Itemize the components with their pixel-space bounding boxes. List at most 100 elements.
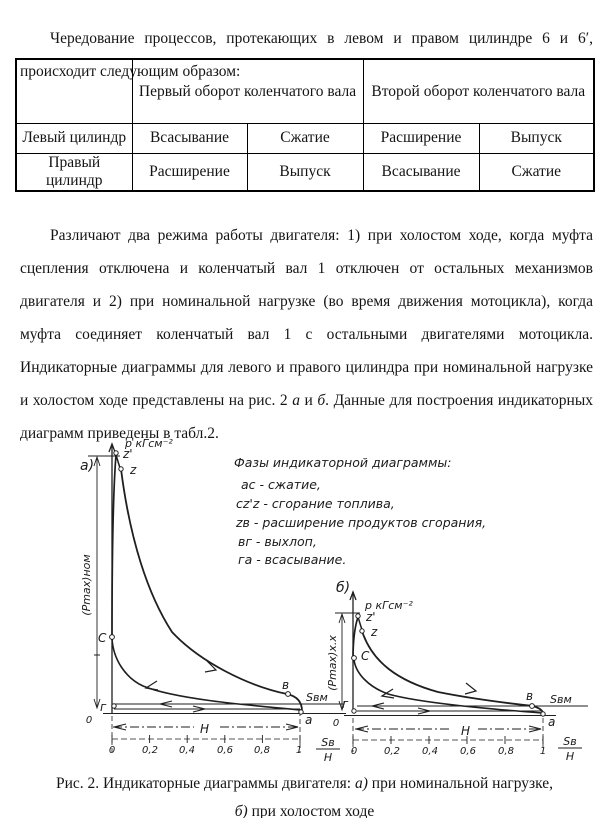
p2-ref-a: а — [292, 391, 300, 409]
cell: Сжатие — [478, 152, 595, 191]
x-tick: 0,8 — [254, 745, 270, 756]
table-group-first-rev: Первый оборот коленчатого вала — [131, 58, 364, 124]
table-group-second-rev: Второй оборот коленчатого вала — [362, 58, 595, 124]
combustion-line — [352, 616, 359, 660]
x-tick: 1 — [296, 745, 302, 756]
point-g-label: г — [100, 700, 107, 714]
h-dimension-arrows — [113, 723, 299, 731]
exhaust-arrow — [371, 702, 385, 710]
p2-text: Различают два режима работы двигателя: 1… — [20, 226, 593, 409]
x-tick: 0 — [351, 746, 357, 757]
cell: Всасывание — [362, 152, 480, 191]
point-a-label: а — [548, 715, 555, 729]
h-label: H — [200, 722, 209, 736]
point-g — [111, 703, 117, 709]
caption-line-2: б) при холостом ходе — [0, 798, 609, 818]
x-tick: 0,6 — [460, 746, 476, 757]
origin-label: 0 — [86, 715, 92, 726]
caption-ref-a: а) — [354, 775, 368, 792]
caption-line-1: Рис. 2. Индикаторные диаграммы двигателя… — [0, 770, 609, 798]
fraction-numerator: Sв — [563, 735, 576, 748]
cycle-table: Первый оборот коленчатого вала Второй об… — [15, 58, 596, 192]
x-tick: 0,6 — [217, 745, 233, 756]
paragraph-modes: Различают два режима работы двигателя: 1… — [20, 219, 593, 450]
point-g-label: г — [342, 697, 349, 711]
compression-curve — [353, 659, 543, 714]
point-z-label: z — [370, 625, 378, 639]
row-label: Правый цилиндр — [15, 152, 133, 191]
figure-caption: Рис. 2. Индикаторные диаграммы двигателя… — [0, 770, 609, 818]
cell: Всасывание — [131, 122, 248, 154]
x-tick: 0,2 — [142, 745, 158, 756]
p2-ref-b: б — [317, 391, 326, 409]
intake-arrow — [417, 707, 431, 715]
compression-arrow — [144, 680, 159, 691]
y-axis-arrow — [349, 590, 357, 601]
pressure-axis-label: p кГсм⁻² — [364, 599, 413, 612]
panel-b: б) p кГсм⁻² z' z — [326, 580, 588, 763]
point-c-label: C — [361, 649, 370, 663]
point-z-prime-label: z' — [365, 610, 376, 624]
caption-text: при холостом ходе — [247, 803, 375, 818]
point-z-prime — [113, 450, 119, 456]
table-header-row: Первый оборот коленчатого вала Второй об… — [15, 58, 595, 124]
scale-ticks — [352, 736, 544, 744]
expansion-curve — [361, 630, 544, 715]
cell: Выпуск — [478, 122, 595, 154]
cell: Выпуск — [246, 152, 364, 191]
x-tick: 1 — [540, 746, 546, 757]
cell: Расширение — [131, 152, 248, 191]
point-c — [109, 634, 115, 640]
fraction-denominator: H — [324, 751, 332, 764]
point-z-label: z — [129, 463, 137, 477]
legend-item: zв - расширение продуктов сгорания, — [235, 515, 486, 530]
s-vm-label: Sвм — [550, 693, 572, 706]
expansion-curve — [120, 468, 303, 712]
point-v-label: в — [282, 678, 289, 692]
p2-text: и — [299, 391, 318, 409]
extension-lines — [111, 711, 301, 752]
scale-ticks — [111, 735, 301, 743]
s-vm-label: Sвм — [306, 691, 328, 704]
point-a — [540, 711, 546, 717]
point-a-label: а — [305, 713, 312, 727]
legend-item: сz'z - сгорание топлива, — [236, 496, 395, 511]
z-link — [115, 454, 121, 469]
point-a — [298, 709, 304, 715]
z-link — [357, 616, 363, 631]
cell: Сжатие — [246, 122, 364, 154]
pmax-dimension-arrows — [88, 455, 120, 710]
compression-arrow — [380, 688, 395, 699]
x-tick: 0,8 — [498, 746, 514, 757]
x-tick: 0,4 — [179, 745, 195, 756]
p2-text: . Данные для построения индикаторных диа… — [20, 391, 593, 442]
caption-text: Рис. 2. Индикаторные диаграммы двигателя… — [55, 775, 355, 792]
point-c-label: C — [98, 631, 107, 645]
intake-arrow — [192, 705, 206, 713]
legend-item: вг - выхлоп, — [238, 534, 317, 549]
table-row: Правый цилиндр Расширение Выпуск Всасыва… — [15, 152, 595, 191]
pmax-nominal-label: (Pmax)ном — [80, 554, 93, 615]
panel-b-label: б) — [336, 580, 350, 596]
h-label: H — [461, 724, 470, 738]
row-label: Левый цилиндр — [15, 122, 133, 154]
y-axis-arrow — [108, 442, 116, 453]
h-dimension-arrows — [355, 725, 542, 733]
legend-item: га - всасывание. — [238, 552, 346, 567]
origin-label: 0 — [333, 718, 339, 729]
legend-item: ас - сжатие, — [241, 477, 321, 492]
caption-ref-b: б) — [234, 803, 248, 818]
point-z-prime-label: z' — [122, 447, 133, 461]
pmax-idle-label: (Pmax)х.х — [326, 635, 339, 691]
combustion-line — [111, 454, 117, 638]
panel-a-label: а) — [80, 458, 94, 474]
fraction-denominator: H — [566, 750, 574, 763]
point-c — [351, 655, 357, 661]
x-tick: 0 — [109, 745, 115, 756]
pressure-axis-label: p кГсм⁻² — [124, 437, 173, 450]
fraction-numerator: Sв — [321, 736, 334, 749]
legend-title: Фазы индикаторной диаграммы: — [234, 455, 452, 470]
point-z — [118, 466, 124, 472]
